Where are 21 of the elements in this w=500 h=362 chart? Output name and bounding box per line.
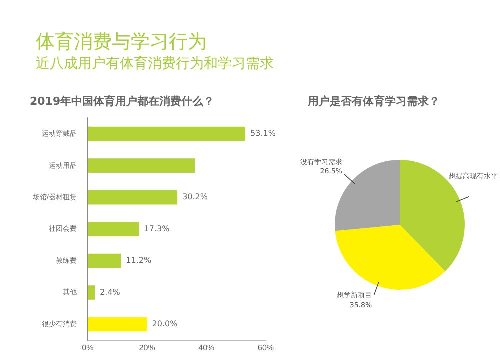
text: 体育消费与学习行为	[36, 30, 208, 54]
bar	[88, 126, 246, 142]
x-tick-label: 40%	[198, 343, 215, 352]
bar	[88, 317, 148, 332]
chart-title: 用户是否有体育学习需求？	[306, 94, 441, 110]
chart-title: 2019年中国体育用户都在消费什么？	[30, 94, 216, 110]
text: 近八成用户有体育消费行为和学习需求	[36, 55, 274, 74]
data-label: 11.2%	[126, 256, 152, 266]
bar	[88, 254, 122, 268]
bar	[88, 222, 140, 236]
bar	[88, 158, 196, 173]
data-label: 30.2%	[182, 192, 208, 202]
data-label: 20.0%	[152, 320, 178, 329]
data-label: 2.4%	[100, 288, 121, 297]
bar	[88, 190, 178, 205]
x-tick-label: 60%	[258, 343, 274, 352]
bar	[88, 286, 96, 300]
data-label: 17.3%	[144, 224, 170, 234]
x-tick-label: 20%	[139, 343, 156, 352]
x-tick-label: 0%	[82, 343, 94, 352]
data-label: 53.1%	[250, 129, 276, 138]
